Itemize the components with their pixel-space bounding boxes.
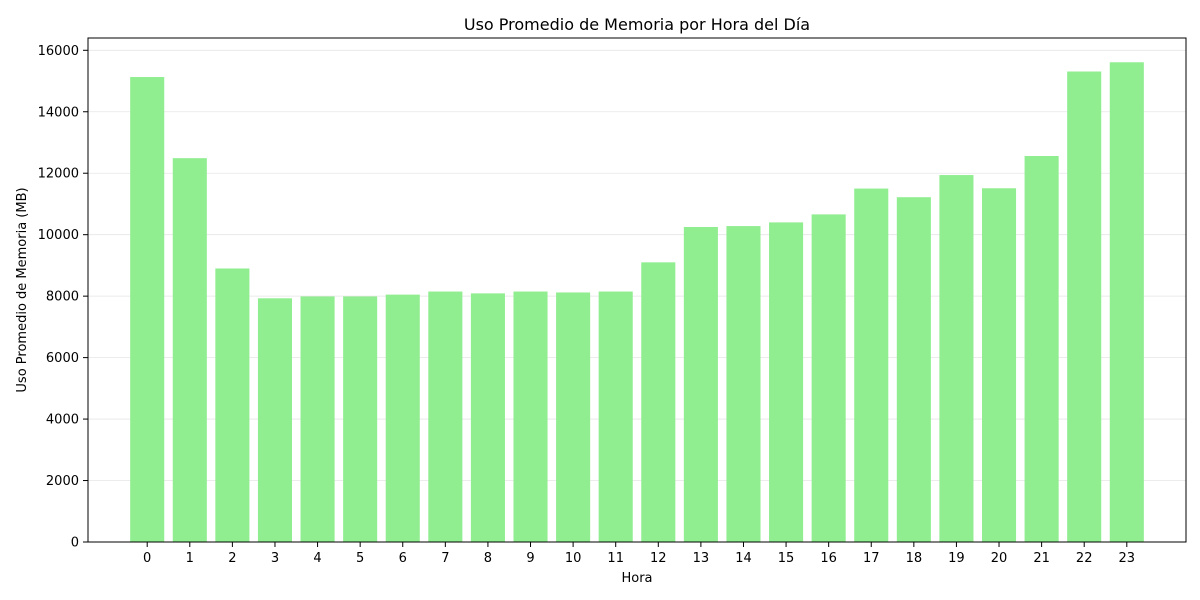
x-tick-label: 14 xyxy=(735,551,752,566)
y-tick-label: 14000 xyxy=(38,105,79,120)
x-tick-label: 8 xyxy=(484,551,492,566)
x-tick-label: 19 xyxy=(948,551,965,566)
chart-title: Uso Promedio de Memoria por Hora del Día xyxy=(464,15,810,34)
x-tick-label: 7 xyxy=(441,551,449,566)
y-tick-label: 10000 xyxy=(38,228,79,243)
y-tick-label: 16000 xyxy=(38,44,79,59)
x-tick-label: 15 xyxy=(778,551,795,566)
bar xyxy=(939,175,974,542)
bar xyxy=(1067,71,1102,542)
bar xyxy=(556,292,591,542)
bars xyxy=(130,62,1144,543)
y-tick-label: 2000 xyxy=(46,474,79,489)
bar xyxy=(981,188,1017,542)
x-tick-label: 11 xyxy=(607,551,624,566)
y-tick-label: 4000 xyxy=(46,413,79,428)
y-tick-label: 12000 xyxy=(38,167,79,182)
x-tick-label: 9 xyxy=(526,551,534,566)
bar xyxy=(513,291,548,542)
bar xyxy=(726,226,761,542)
x-tick-label: 10 xyxy=(565,551,582,566)
bar xyxy=(385,294,420,542)
y-tick-label: 6000 xyxy=(46,351,79,366)
bar xyxy=(683,227,718,542)
bar xyxy=(641,262,676,542)
y-ticks: 0 2000 4000 6000 8000 10000 12000 14000 16000 xyxy=(38,44,88,551)
x-tick-label: 13 xyxy=(693,551,710,566)
y-tick-label: 0 xyxy=(71,536,79,551)
x-tick-label: 16 xyxy=(820,551,837,566)
x-tick-label: 3 xyxy=(271,551,279,566)
x-tick-label: 22 xyxy=(1076,551,1093,566)
bar xyxy=(428,291,463,542)
x-tick-label: 5 xyxy=(356,551,364,566)
x-ticks: 0 1 2 3 4 5 6 7 8 9 10 11 12 13 14 15 16 17 18 19 20 21 22 23 xyxy=(143,542,1135,566)
bar xyxy=(343,296,378,542)
bar xyxy=(896,197,931,542)
x-tick-label: 4 xyxy=(313,551,321,566)
bar xyxy=(769,222,804,542)
bar xyxy=(130,77,165,542)
x-tick-label: 18 xyxy=(906,551,923,566)
x-tick-label: 17 xyxy=(863,551,880,566)
bar xyxy=(598,291,633,542)
bar xyxy=(300,296,335,542)
x-tick-label: 21 xyxy=(1033,551,1050,566)
bar xyxy=(854,188,889,542)
bar xyxy=(257,298,293,542)
x-tick-label: 1 xyxy=(186,551,194,566)
bar xyxy=(172,158,207,542)
x-tick-label: 12 xyxy=(650,551,667,566)
x-tick-label: 2 xyxy=(228,551,236,566)
x-axis-title: Hora xyxy=(621,571,652,586)
bar xyxy=(470,293,505,542)
axes xyxy=(87,37,1187,543)
y-axis-title: Uso Promedio de Memoria (MB) xyxy=(15,187,30,392)
bar xyxy=(1109,62,1144,543)
x-tick-label: 6 xyxy=(399,551,407,566)
plot-frame xyxy=(87,37,1187,543)
x-tick-label: 0 xyxy=(143,551,151,566)
gridlines xyxy=(88,49,1186,543)
x-tick-label: 20 xyxy=(991,551,1008,566)
bar xyxy=(811,214,846,542)
y-tick-label: 8000 xyxy=(46,290,79,305)
bar xyxy=(1024,156,1059,542)
x-tick-label: 23 xyxy=(1119,551,1136,566)
bar xyxy=(215,268,250,542)
